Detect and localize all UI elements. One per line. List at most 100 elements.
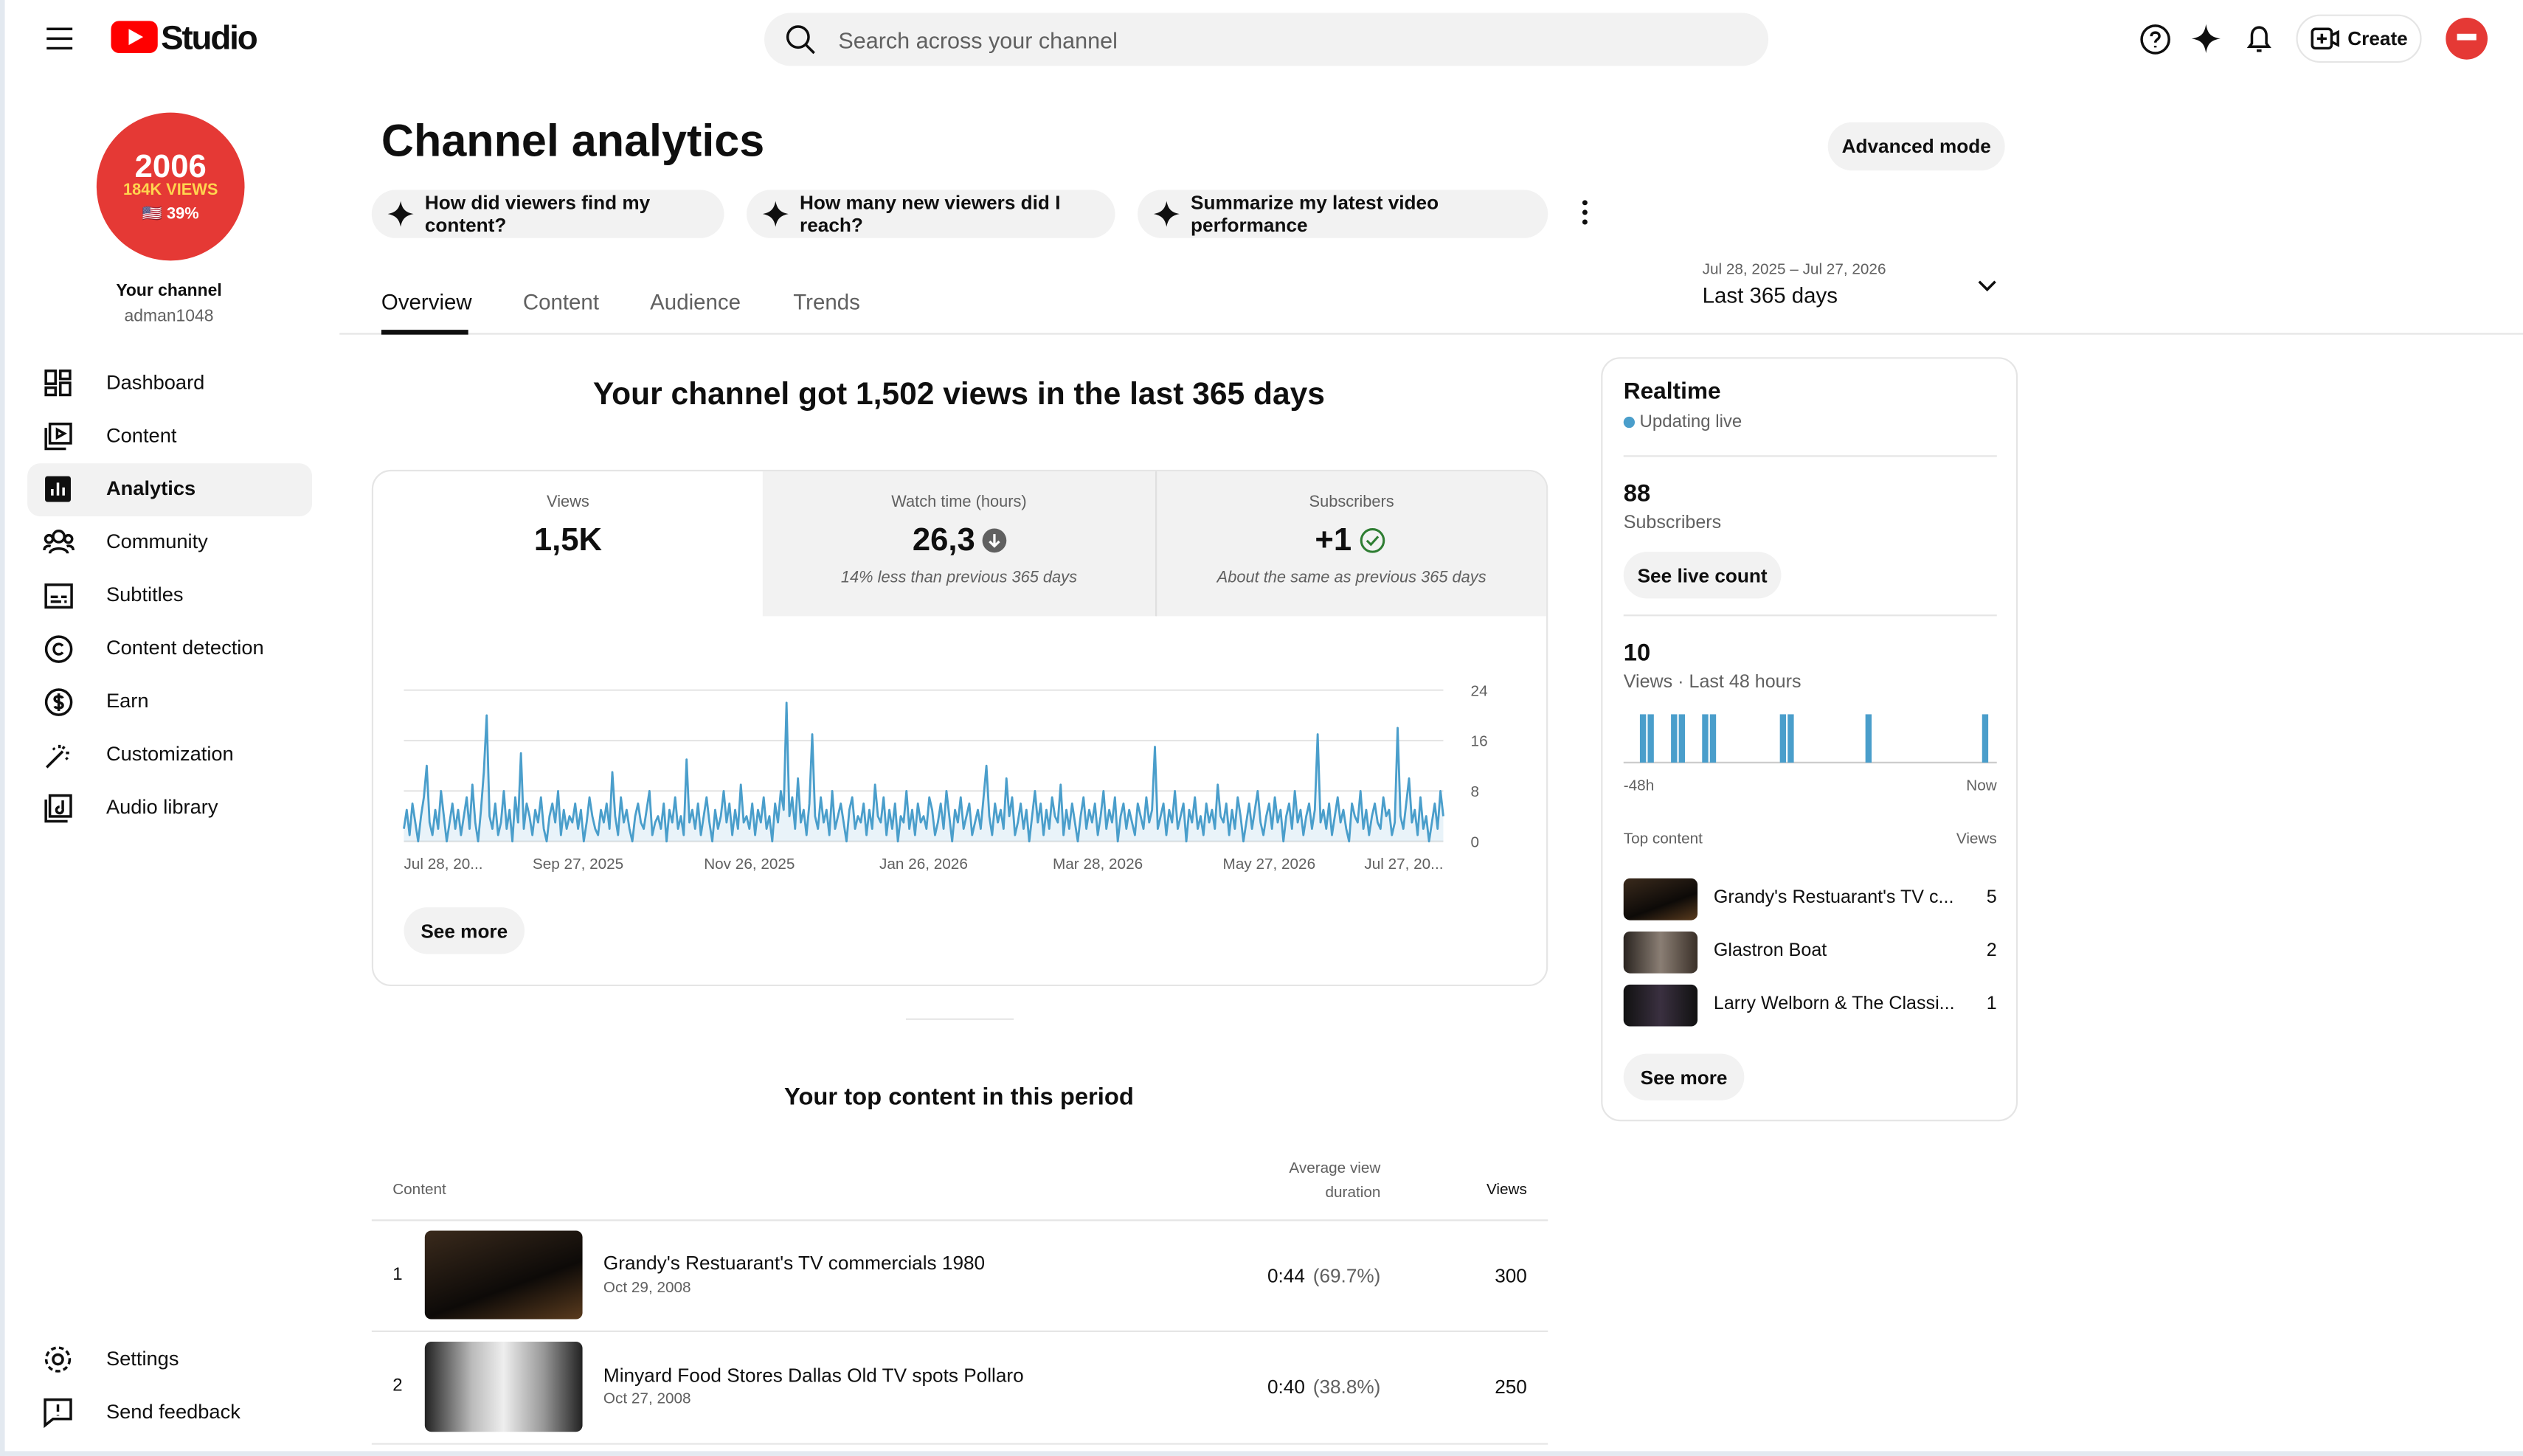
axis-start: -48h bbox=[1623, 777, 1655, 796]
metric-label[interactable]: Views bbox=[547, 493, 589, 512]
bar bbox=[1982, 714, 1989, 763]
search-icon[interactable] bbox=[785, 24, 817, 57]
video-thumbnail[interactable] bbox=[424, 1230, 583, 1320]
metric-label[interactable]: Subscribers bbox=[1309, 493, 1394, 512]
search-placeholder[interactable]: Search across your channel bbox=[838, 27, 1118, 53]
account-avatar[interactable] bbox=[2446, 17, 2488, 60]
create-label[interactable]: Create bbox=[2347, 27, 2408, 50]
video-thumbnail[interactable] bbox=[424, 1342, 583, 1432]
column-header: Content bbox=[392, 1181, 446, 1199]
nav-item[interactable]: Settings bbox=[105, 1348, 179, 1370]
top-video-title[interactable]: Grandy's Restuarant's TV c... bbox=[1713, 888, 1954, 908]
prompt-chip[interactable]: How did viewers find my content? bbox=[371, 190, 724, 238]
prompt-chip[interactable]: How many new viewers did I reach? bbox=[747, 190, 1115, 238]
tab[interactable]: Content bbox=[522, 290, 600, 314]
create-button[interactable] bbox=[2296, 14, 2422, 63]
tab[interactable]: Overview bbox=[381, 290, 472, 314]
feedback-icon[interactable] bbox=[44, 1398, 72, 1429]
analytics-icon[interactable] bbox=[45, 476, 71, 502]
top-video-title[interactable]: Larry Welborn & The Classi... bbox=[1713, 994, 1955, 1014]
logo-text[interactable]: Studio bbox=[161, 20, 258, 58]
duration-percent: (69.7%) bbox=[1312, 1264, 1381, 1287]
column-header: Average view duration bbox=[1289, 1159, 1381, 1202]
video-title[interactable]: Grandy's Restuarant's TV commercials 198… bbox=[603, 1251, 986, 1275]
live-count-button[interactable]: See live count bbox=[1623, 552, 1782, 599]
nav-item[interactable]: Content detection bbox=[105, 637, 264, 659]
video-title[interactable]: Minyard Food Stores Dallas Old TV spots … bbox=[603, 1364, 1024, 1387]
x-tick-label: Sep 27, 2025 bbox=[533, 856, 623, 873]
y-tick-label: 0 bbox=[1471, 833, 1480, 850]
customization-icon[interactable] bbox=[45, 741, 72, 769]
views: 250 bbox=[1495, 1375, 1527, 1398]
y-tick-label: 24 bbox=[1471, 682, 1488, 699]
content-detection-icon[interactable] bbox=[44, 635, 73, 663]
dashboard-icon[interactable] bbox=[44, 370, 72, 397]
page-title: Channel analytics bbox=[381, 116, 765, 166]
subtitles-icon[interactable] bbox=[44, 583, 73, 609]
top-video-views: 1 bbox=[1986, 994, 1997, 1014]
nav-item[interactable]: Earn bbox=[105, 690, 149, 713]
sparkle-icon bbox=[762, 201, 789, 227]
x-tick-label: Mar 28, 2026 bbox=[1053, 856, 1143, 873]
nav-item[interactable]: Customization bbox=[105, 743, 234, 766]
see-more-button[interactable]: See more bbox=[404, 907, 525, 954]
channel-handle: adman1048 bbox=[124, 307, 214, 327]
video-thumbnail[interactable] bbox=[1623, 931, 1698, 974]
bar bbox=[1678, 714, 1685, 763]
video-thumbnail[interactable] bbox=[1623, 984, 1698, 1027]
logo-icon[interactable] bbox=[111, 21, 159, 53]
row-rank: 2 bbox=[392, 1376, 403, 1396]
community-icon[interactable] bbox=[43, 530, 75, 555]
duration-percent: (38.8%) bbox=[1312, 1375, 1381, 1398]
subscriber-count: 88 bbox=[1623, 480, 1651, 508]
sparkle-icon[interactable] bbox=[2191, 24, 2221, 53]
bar bbox=[1639, 714, 1647, 763]
create-icon[interactable] bbox=[2311, 27, 2339, 50]
earn-icon[interactable] bbox=[44, 688, 73, 716]
realtime-chart bbox=[1623, 714, 1997, 763]
bell-icon[interactable] bbox=[2246, 23, 2272, 55]
y-tick-label: 16 bbox=[1471, 733, 1488, 750]
audio-library-icon[interactable] bbox=[44, 794, 72, 823]
realtime-views-label: Views · Last 48 hours bbox=[1623, 673, 1802, 693]
tab[interactable]: Trends bbox=[793, 290, 860, 314]
views: 300 bbox=[1495, 1264, 1527, 1287]
bar bbox=[1702, 714, 1709, 763]
nav-item[interactable]: Send feedback bbox=[105, 1401, 240, 1424]
top-video-title[interactable]: Glastron Boat bbox=[1713, 941, 1827, 961]
active-nav-bg bbox=[27, 463, 313, 517]
see-more-button[interactable]: See more bbox=[1623, 1053, 1745, 1100]
metric-label[interactable]: Watch time (hours) bbox=[891, 493, 1027, 512]
video-thumbnail[interactable] bbox=[1623, 878, 1698, 921]
divider bbox=[1623, 455, 1997, 457]
nav-item[interactable]: Audio library bbox=[105, 796, 218, 819]
period[interactable]: Last 365 days bbox=[1702, 283, 1838, 308]
tab[interactable]: Audience bbox=[650, 290, 741, 314]
bar bbox=[1787, 714, 1794, 763]
more-icon[interactable] bbox=[1582, 199, 1588, 225]
settings-icon[interactable] bbox=[44, 1345, 72, 1373]
prompt-chip[interactable]: Summarize my latest video performance bbox=[1138, 190, 1548, 238]
row-rank: 1 bbox=[392, 1265, 403, 1285]
x-tick-label: May 27, 2026 bbox=[1223, 856, 1316, 873]
metric-value[interactable]: +1 bbox=[1315, 522, 1352, 558]
date-range[interactable]: Jul 28, 2025 – Jul 27, 2026 bbox=[1702, 260, 1886, 279]
row-divider bbox=[371, 1443, 1548, 1445]
search-bar[interactable] bbox=[764, 13, 1769, 66]
metric-value[interactable]: 1,5K bbox=[533, 522, 603, 558]
nav-item[interactable]: Dashboard bbox=[105, 371, 205, 394]
advanced-mode-button[interactable]: Advanced mode bbox=[1827, 122, 2005, 171]
content-icon[interactable] bbox=[44, 422, 72, 451]
nav-item[interactable]: Content bbox=[105, 424, 177, 447]
help-icon[interactable] bbox=[2140, 24, 2170, 55]
chevron-icon[interactable] bbox=[1978, 280, 1997, 293]
menu-icon[interactable] bbox=[46, 26, 73, 52]
top-content-label: Top content bbox=[1623, 831, 1703, 848]
metric-value[interactable]: 26,3 bbox=[912, 522, 975, 558]
nav-item[interactable]: Subtitles bbox=[105, 583, 184, 606]
nav-item[interactable]: Analytics bbox=[105, 477, 196, 500]
channel-avatar[interactable] bbox=[96, 112, 245, 261]
video-date: Oct 27, 2008 bbox=[603, 1390, 691, 1409]
nav-item[interactable]: Community bbox=[105, 530, 208, 553]
